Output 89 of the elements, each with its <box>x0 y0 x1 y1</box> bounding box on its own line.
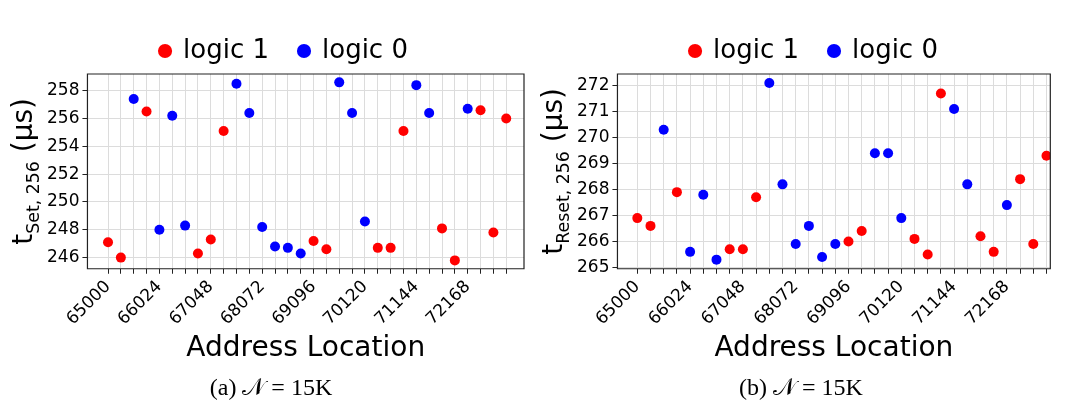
point <box>359 216 370 227</box>
point <box>257 222 268 233</box>
legend-label: logic 0 <box>322 33 408 64</box>
point <box>192 248 203 259</box>
point <box>411 80 422 91</box>
point <box>398 126 409 137</box>
point <box>501 113 512 124</box>
y-tick-label: 250 <box>46 190 80 211</box>
point <box>321 244 332 255</box>
text: (a) 𝒩 = 15K <box>209 373 333 402</box>
point <box>449 255 460 266</box>
point <box>975 231 986 242</box>
point <box>1001 200 1012 211</box>
point <box>462 103 473 114</box>
point <box>1028 239 1039 250</box>
y-tick-label: 266 <box>576 229 610 250</box>
point <box>698 189 709 200</box>
y-tick-label: 271 <box>576 100 610 121</box>
point <box>424 107 435 118</box>
legend-label: logic 1 <box>183 33 270 64</box>
point <box>334 77 345 88</box>
point <box>632 213 643 224</box>
point <box>883 148 894 159</box>
legend-label: logic 0 <box>852 33 938 64</box>
point <box>764 78 775 89</box>
point <box>347 107 358 118</box>
point <box>645 220 656 231</box>
point <box>685 246 696 257</box>
y-tick-label: 252 <box>46 162 80 183</box>
y-tick-label: 248 <box>46 218 80 239</box>
point <box>308 235 319 246</box>
point <box>1041 150 1051 161</box>
point <box>856 226 867 237</box>
x-axis-title: Address Location <box>714 330 954 364</box>
point <box>372 242 383 253</box>
point <box>817 252 828 263</box>
point <box>777 179 788 190</box>
point <box>671 187 682 198</box>
point <box>437 223 448 234</box>
text: (b) 𝒩 = 15K <box>739 373 863 402</box>
point <box>843 236 854 247</box>
point <box>103 237 114 248</box>
point <box>909 233 920 244</box>
point <box>218 126 229 137</box>
y-axis-title: tSet, 256 (μs) <box>6 97 43 245</box>
point <box>205 234 216 245</box>
point <box>724 244 735 255</box>
point <box>167 110 178 121</box>
point <box>1015 174 1026 185</box>
point <box>488 227 499 238</box>
point <box>231 78 242 89</box>
point <box>869 148 880 159</box>
point <box>711 254 722 265</box>
point <box>790 239 801 250</box>
point <box>385 242 396 253</box>
point <box>180 220 191 231</box>
y-tick-label: 254 <box>46 134 80 155</box>
point <box>282 242 293 253</box>
y-tick-label: 267 <box>576 203 610 224</box>
point <box>935 88 946 99</box>
y-tick-label: 269 <box>576 152 610 172</box>
point <box>115 252 126 263</box>
y-tick-label: 258 <box>46 79 80 100</box>
point <box>962 179 973 190</box>
point <box>128 94 139 105</box>
y-tick-label: 268 <box>576 177 610 198</box>
y-tick-label: 265 <box>576 255 610 276</box>
point <box>896 213 907 224</box>
x-axis-title: Address Location <box>186 330 426 364</box>
point <box>988 246 999 257</box>
y-tick-label: 270 <box>576 126 610 147</box>
point <box>830 239 841 250</box>
point <box>295 248 306 259</box>
point <box>949 104 960 115</box>
point <box>244 107 255 118</box>
y-tick-label: 246 <box>46 246 80 267</box>
legend-label: logic 1 <box>713 33 800 64</box>
point <box>658 124 669 135</box>
y-axis-title: tReset, 256 (μs) <box>536 87 573 255</box>
point <box>475 105 486 116</box>
point <box>803 220 814 231</box>
point <box>141 106 152 117</box>
y-tick-label: 272 <box>576 74 610 95</box>
y-tick-label: 256 <box>46 106 80 127</box>
point <box>737 244 748 255</box>
point <box>922 249 933 260</box>
point <box>270 241 281 252</box>
point <box>751 192 762 203</box>
point <box>154 224 165 235</box>
